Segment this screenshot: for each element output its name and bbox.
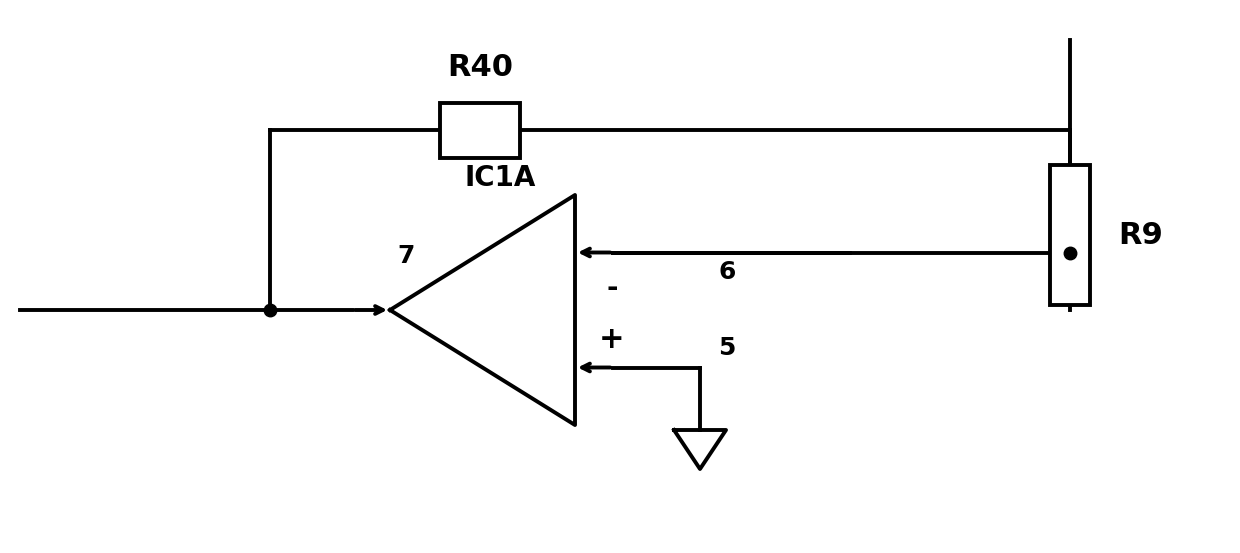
Text: 7: 7 xyxy=(397,244,414,268)
Text: R40: R40 xyxy=(446,54,513,82)
Bar xyxy=(440,102,520,158)
Text: 6: 6 xyxy=(718,260,735,284)
Text: +: + xyxy=(599,326,625,354)
Text: 5: 5 xyxy=(718,336,735,360)
Text: -: - xyxy=(606,274,618,302)
Text: R9: R9 xyxy=(1118,221,1163,249)
Bar xyxy=(1050,165,1090,305)
Text: IC1A: IC1A xyxy=(464,164,536,192)
